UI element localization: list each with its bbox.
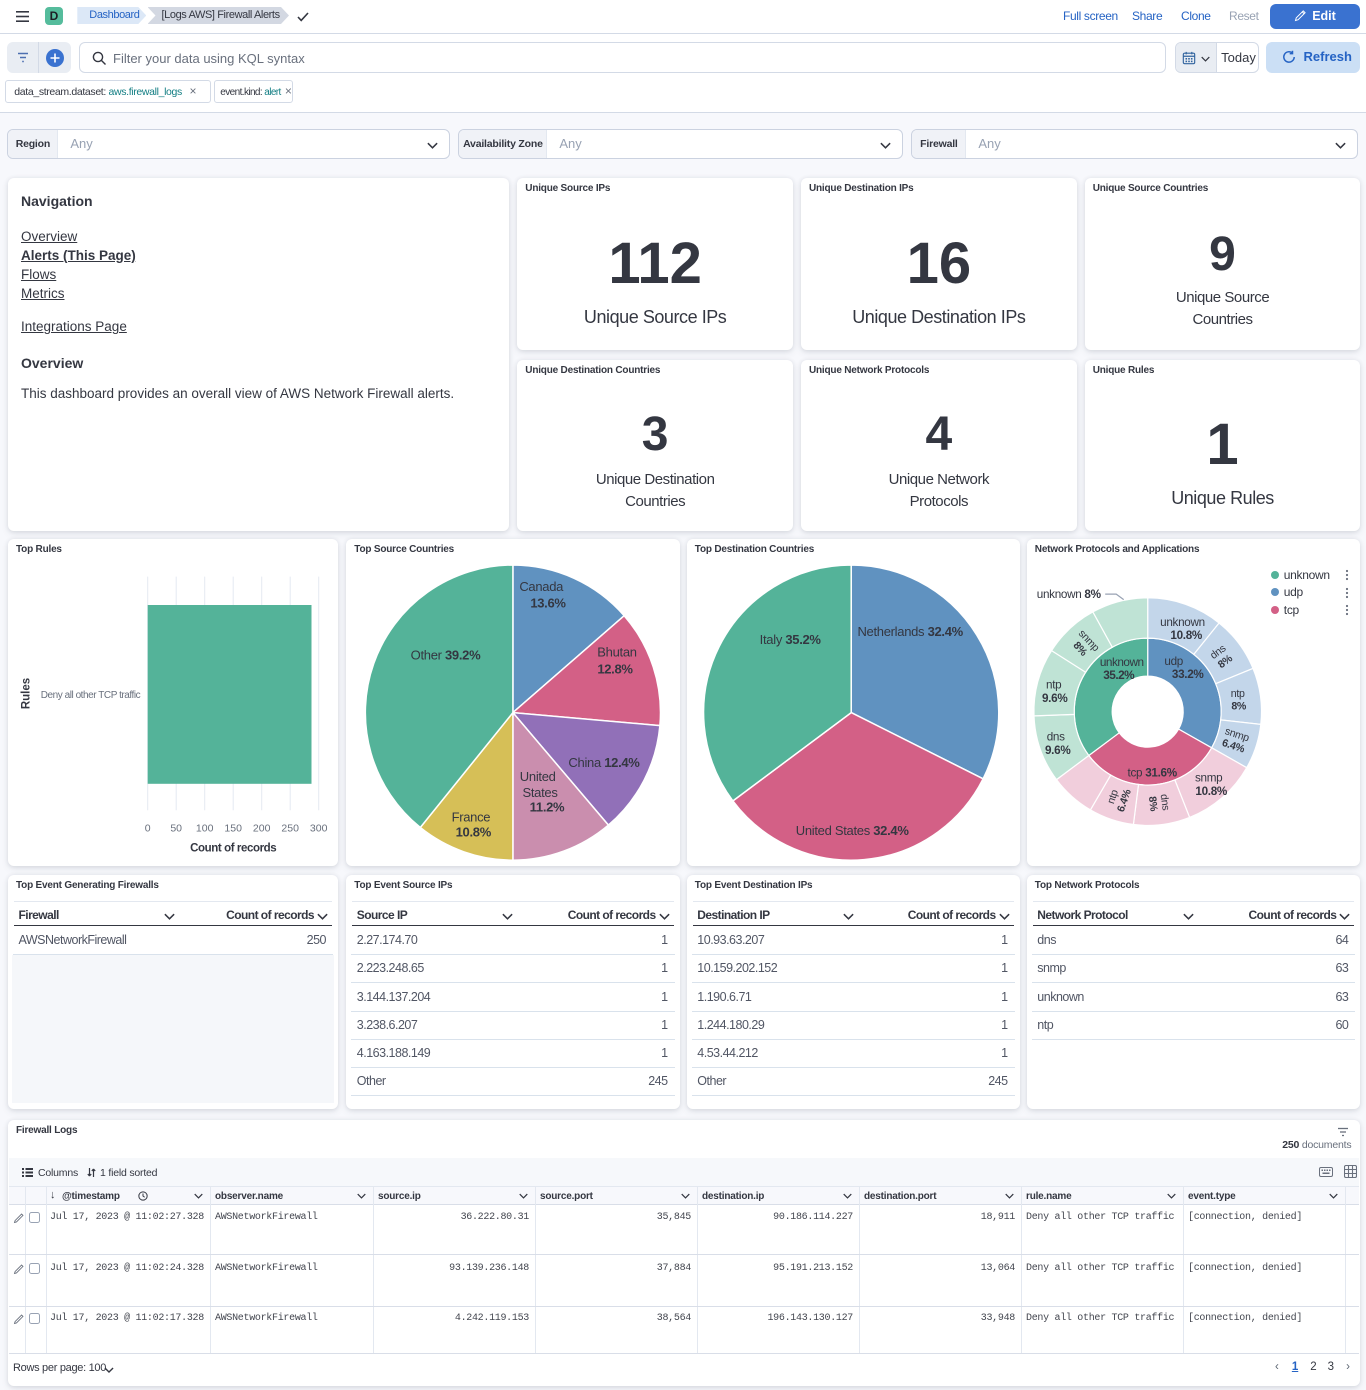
svg-text:ntp: ntp bbox=[1105, 788, 1121, 805]
svg-text:unknown: unknown bbox=[1160, 616, 1205, 629]
svg-text:Bhutan: Bhutan bbox=[598, 645, 637, 660]
svg-text:35.2%: 35.2% bbox=[1103, 668, 1135, 682]
svg-text:unknown: unknown bbox=[1100, 655, 1144, 669]
svg-text:unknown 8%: unknown 8% bbox=[1037, 588, 1102, 601]
svg-text:China 12.4%: China 12.4% bbox=[569, 755, 641, 770]
svg-text:United: United bbox=[520, 769, 556, 784]
svg-text:Canada: Canada bbox=[520, 579, 565, 594]
svg-text:100: 100 bbox=[196, 823, 214, 835]
svg-text:Deny all other TCP traffic: Deny all other TCP traffic bbox=[41, 690, 141, 701]
svg-text:10.8%: 10.8% bbox=[1195, 785, 1228, 798]
svg-text:United States 32.4%: United States 32.4% bbox=[796, 823, 910, 838]
svg-text:13.6%: 13.6% bbox=[531, 596, 567, 611]
svg-text:50: 50 bbox=[170, 823, 182, 835]
svg-text:10.8%: 10.8% bbox=[456, 825, 492, 840]
svg-text:States: States bbox=[523, 785, 559, 800]
svg-text:Rules: Rules bbox=[21, 678, 33, 709]
svg-text:8%: 8% bbox=[1231, 701, 1247, 713]
svg-text:Count of records: Count of records bbox=[190, 843, 276, 855]
svg-text:300: 300 bbox=[310, 823, 328, 835]
svg-text:11.2%: 11.2% bbox=[530, 800, 565, 815]
svg-text:33.2%: 33.2% bbox=[1172, 668, 1205, 681]
svg-text:ntp: ntp bbox=[1046, 679, 1062, 692]
svg-text:150: 150 bbox=[224, 823, 242, 835]
svg-text:snmp: snmp bbox=[1195, 772, 1223, 785]
svg-text:dns: dns bbox=[1157, 794, 1171, 812]
svg-text:udp: udp bbox=[1164, 655, 1183, 668]
svg-text:tcp 31.6%: tcp 31.6% bbox=[1127, 767, 1177, 780]
svg-text:Other 39.2%: Other 39.2% bbox=[411, 648, 481, 663]
svg-text:France: France bbox=[452, 810, 491, 825]
svg-text:200: 200 bbox=[253, 823, 271, 835]
svg-text:10.8%: 10.8% bbox=[1170, 629, 1203, 642]
svg-text:Italy 35.2%: Italy 35.2% bbox=[759, 632, 821, 647]
svg-text:250: 250 bbox=[281, 823, 299, 835]
svg-text:0: 0 bbox=[145, 823, 151, 835]
svg-text:9.6%: 9.6% bbox=[1042, 692, 1068, 705]
svg-text:12.8%: 12.8% bbox=[598, 662, 634, 677]
svg-text:8%: 8% bbox=[1146, 796, 1160, 813]
svg-text:Netherlands 32.4%: Netherlands 32.4% bbox=[857, 624, 963, 639]
svg-text:ntp: ntp bbox=[1231, 688, 1245, 700]
svg-text:9.6%: 9.6% bbox=[1045, 744, 1071, 757]
svg-text:dns: dns bbox=[1047, 731, 1065, 744]
